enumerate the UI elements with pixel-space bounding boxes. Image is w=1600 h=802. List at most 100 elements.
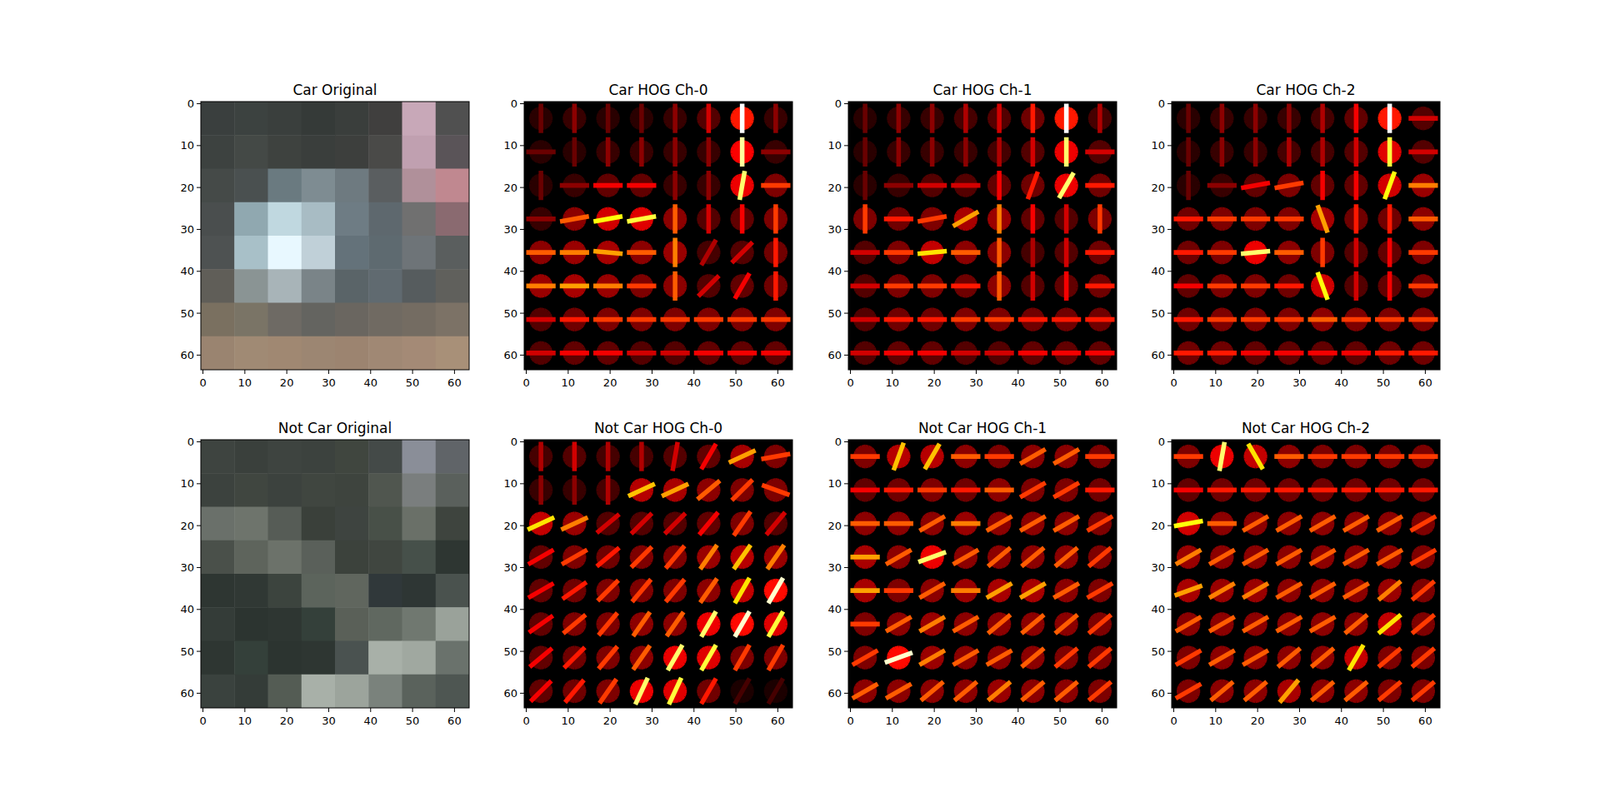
y-tick-label: 60 — [827, 349, 842, 362]
hog-cell — [987, 204, 1011, 234]
hog-cell — [917, 240, 947, 265]
hog-cell — [1051, 341, 1081, 365]
hog-dominant — [917, 284, 947, 290]
hog-cell — [950, 308, 980, 332]
background — [1171, 101, 1440, 370]
pixel-block — [335, 303, 370, 338]
pixel-block — [435, 169, 470, 204]
hog-dominant — [1064, 204, 1070, 234]
hog-dominant — [862, 104, 868, 134]
hog-dominant — [1387, 204, 1393, 234]
pixel-block — [368, 269, 403, 304]
hog-cell — [764, 271, 788, 301]
hog-dominant — [1240, 183, 1270, 189]
y-tick-label: 40 — [827, 265, 842, 278]
hog-cell — [730, 137, 755, 167]
hog-dominant — [672, 104, 678, 134]
hog-dominant — [996, 137, 1002, 167]
hog-cell — [987, 104, 1011, 134]
hog-cell — [1310, 205, 1335, 233]
y-tick-label: 40 — [503, 265, 518, 278]
hog-dominant — [672, 271, 678, 301]
hog-cell — [950, 240, 980, 265]
hog-cell — [526, 275, 556, 299]
x-tick-label: 60 — [1095, 376, 1110, 390]
x-tick-label: 20 — [603, 376, 618, 390]
hog-dominant — [1185, 170, 1191, 200]
y-tick-label: 30 — [827, 223, 842, 236]
pixel-block — [402, 269, 437, 304]
hog-dominant — [1085, 350, 1115, 356]
x-tick — [1017, 370, 1019, 375]
pixel-block — [268, 169, 303, 204]
hog-cell — [560, 275, 590, 299]
y-tick-label: 40 — [180, 265, 195, 278]
hog-cell — [1244, 137, 1268, 167]
hog-dominant — [1220, 104, 1225, 134]
hog-cell — [1085, 308, 1115, 332]
x-tick — [651, 370, 653, 375]
hog-cell — [526, 341, 556, 365]
hog-cell — [1176, 137, 1200, 167]
hog-cell — [663, 238, 687, 268]
pixel-block — [402, 235, 437, 270]
hog-dominant — [950, 250, 980, 255]
hog-cell — [1210, 137, 1234, 167]
pixel-block — [200, 169, 235, 204]
hog-dominant — [1408, 183, 1438, 189]
hog-dominant — [560, 216, 590, 222]
hog-dominant — [560, 250, 590, 255]
pixel-block — [200, 135, 235, 170]
hog-dominant — [560, 284, 590, 290]
hog-cell — [526, 207, 556, 231]
x-tick — [777, 370, 779, 375]
hog-cell — [1378, 238, 1402, 268]
y-tick-label: 20 — [180, 181, 195, 195]
hog-cell — [950, 275, 980, 299]
x-tick — [370, 370, 371, 375]
hog-cell — [853, 104, 877, 134]
hog-cell — [1378, 104, 1402, 134]
hog-dominant — [605, 137, 611, 167]
y-tick — [520, 270, 525, 272]
pixel-block — [234, 336, 269, 370]
pixel-block — [435, 235, 470, 270]
title: Car HOG Ch-1 — [932, 81, 1032, 99]
hog-dominant — [1408, 150, 1438, 155]
hog-cell — [1088, 104, 1112, 134]
hog-cell — [1085, 240, 1115, 265]
hog-dominant — [1097, 104, 1103, 134]
hog-cell — [560, 207, 590, 231]
hog-dominant — [996, 238, 1002, 268]
hog-dominant — [917, 216, 947, 222]
x-tick-label: 20 — [280, 376, 295, 390]
y-tick — [844, 270, 849, 272]
hog-cell — [593, 240, 623, 265]
hog-cell — [1018, 341, 1048, 365]
hog-dominant — [1085, 150, 1115, 155]
x-tick — [1060, 370, 1061, 375]
hog-dominant — [930, 137, 935, 167]
hog-dominant — [950, 284, 980, 290]
pixel-block — [435, 101, 470, 136]
y-tick-label: 50 — [180, 307, 195, 320]
hog-dominant — [953, 211, 980, 227]
hog-cell — [596, 137, 620, 167]
hog-dominant — [706, 137, 712, 167]
hog-dominant — [917, 183, 947, 189]
hog-cell — [529, 170, 553, 200]
hog-dominant — [1064, 137, 1070, 167]
y-tick-label: 0 — [835, 97, 842, 110]
x-tick — [975, 370, 977, 375]
hog-dominant — [884, 317, 914, 323]
x-tick — [934, 370, 935, 375]
y-tick — [520, 103, 525, 105]
hog-dominant — [560, 317, 590, 323]
hog-dominant — [760, 150, 790, 155]
x-tick — [735, 370, 737, 375]
hog-cell — [630, 104, 654, 134]
pixel-block — [368, 336, 403, 370]
x-tick-label: 0 — [522, 376, 530, 390]
hog-cell — [1310, 104, 1335, 134]
hog-cell — [985, 341, 1015, 365]
